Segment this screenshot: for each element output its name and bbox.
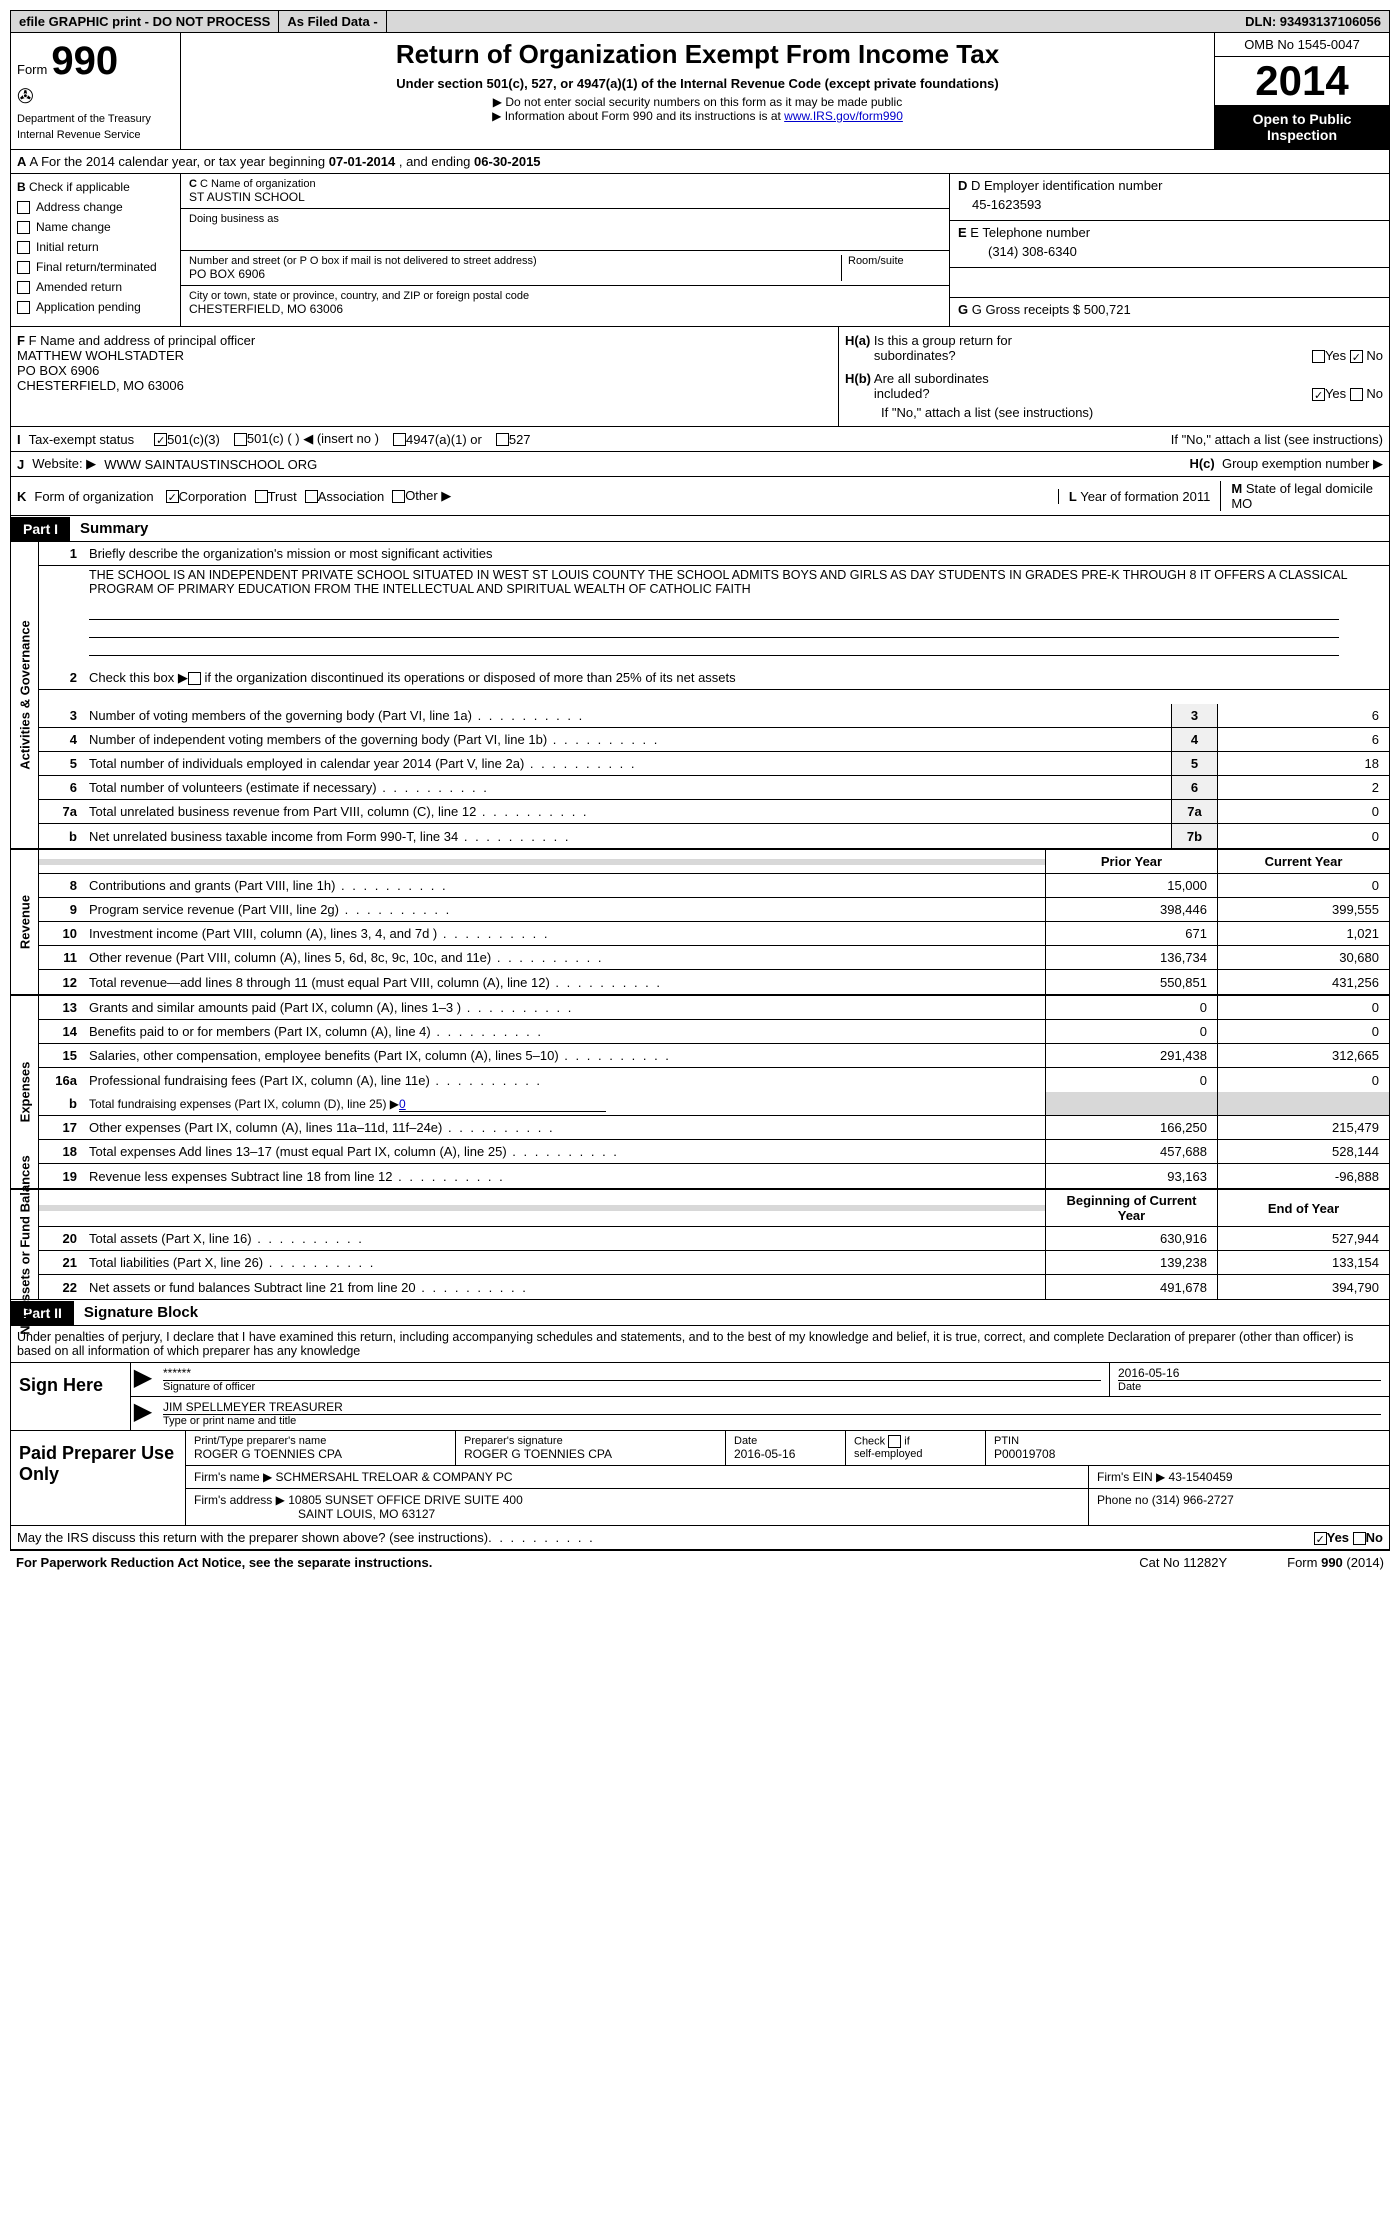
form-title: Return of Organization Exempt From Incom…: [191, 39, 1204, 70]
section-a: A A For the 2014 calendar year, or tax y…: [10, 150, 1390, 174]
as-filed: As Filed Data -: [279, 11, 386, 32]
cb-4947[interactable]: [393, 433, 406, 446]
checkbox-address-change[interactable]: [17, 201, 30, 214]
table-row: 16a Professional fundraising fees (Part …: [39, 1068, 1389, 1092]
ha-yes[interactable]: [1312, 350, 1325, 363]
table-row: 22 Net assets or fund balances Subtract …: [39, 1275, 1389, 1299]
org-address: PO BOX 6906: [189, 267, 841, 281]
table-row: 10 Investment income (Part VIII, column …: [39, 922, 1389, 946]
table-row: 8 Contributions and grants (Part VIII, l…: [39, 874, 1389, 898]
mission-text: THE SCHOOL IS AN INDEPENDENT PRIVATE SCH…: [39, 566, 1389, 602]
table-row: 21 Total liabilities (Part X, line 26) 1…: [39, 1251, 1389, 1275]
side-expenses: Expenses: [17, 1062, 32, 1123]
table-row: b Net unrelated business taxable income …: [39, 824, 1389, 848]
info-grid: B Check if applicable Address change Nam…: [10, 174, 1390, 327]
website: WWW SAINTAUSTINSCHOOL ORG: [104, 457, 317, 472]
irs-seal-icon: ✇: [17, 84, 174, 109]
table-row: 5 Total number of individuals employed i…: [39, 752, 1389, 776]
irs-link[interactable]: www.IRS.gov/form990: [784, 109, 903, 123]
table-row: 20 Total assets (Part X, line 16) 630,91…: [39, 1227, 1389, 1251]
table-row: 7a Total unrelated business revenue from…: [39, 800, 1389, 824]
table-row: 19 Revenue less expenses Subtract line 1…: [39, 1164, 1389, 1188]
table-row: 6 Total number of volunteers (estimate i…: [39, 776, 1389, 800]
form-subtitle: Under section 501(c), 527, or 4947(a)(1)…: [191, 76, 1204, 91]
checkbox-amended[interactable]: [17, 281, 30, 294]
table-row: 9 Program service revenue (Part VIII, li…: [39, 898, 1389, 922]
cb-501c3[interactable]: [154, 433, 167, 446]
firm-name: SCHMERSAHL TRELOAR & COMPANY PC: [276, 1470, 513, 1484]
cb-assoc[interactable]: [305, 490, 318, 503]
cb-corp[interactable]: [166, 490, 179, 503]
summary-section: Activities & Governance 1 Briefly descri…: [10, 542, 1390, 1300]
preparer-name: ROGER G TOENNIES CPA: [194, 1447, 447, 1461]
section-b: B Check if applicable Address change Nam…: [11, 174, 181, 326]
perjury-text: Under penalties of perjury, I declare th…: [10, 1326, 1390, 1363]
table-row: 3 Number of voting members of the govern…: [39, 704, 1389, 728]
omb-number: OMB No 1545-0047: [1215, 33, 1389, 57]
telephone: (314) 308-6340: [958, 240, 1381, 263]
info-note: ▶ Information about Form 990 and its ins…: [191, 109, 1204, 123]
form-header: Form 990 ✇ Department of the Treasury In…: [10, 33, 1390, 150]
cb-self-employed[interactable]: [888, 1435, 901, 1448]
cb-527[interactable]: [496, 433, 509, 446]
discuss-row: May the IRS discuss this return with the…: [10, 1526, 1390, 1550]
table-row: 11 Other revenue (Part VIII, column (A),…: [39, 946, 1389, 970]
form-label: Form: [17, 62, 47, 77]
side-revenue: Revenue: [17, 895, 32, 949]
org-name: ST AUSTIN SCHOOL: [189, 190, 305, 204]
checkbox-name-change[interactable]: [17, 221, 30, 234]
table-row: 15 Salaries, other compensation, employe…: [39, 1044, 1389, 1068]
table-row: 17 Other expenses (Part IX, column (A), …: [39, 1116, 1389, 1140]
table-row: 12 Total revenue—add lines 8 through 11 …: [39, 970, 1389, 994]
discuss-yes[interactable]: [1314, 1532, 1327, 1545]
hb-no[interactable]: [1350, 388, 1363, 401]
irs-label: Internal Revenue Service: [17, 129, 174, 141]
fh-block: F F Name and address of principal office…: [10, 327, 1390, 427]
hb-yes[interactable]: [1312, 388, 1325, 401]
cb-trust[interactable]: [255, 490, 268, 503]
side-net-assets: Net Assets or Fund Balances: [17, 1155, 32, 1334]
row-j: J Website: ▶ WWW SAINTAUSTINSCHOOL ORG H…: [10, 452, 1390, 477]
table-row: 14 Benefits paid to or for members (Part…: [39, 1020, 1389, 1044]
table-row: 4 Number of independent voting members o…: [39, 728, 1389, 752]
checkbox-final-return[interactable]: [17, 261, 30, 274]
dln: DLN: 93493137106056: [1237, 11, 1389, 32]
preparer-block: Paid Preparer Use Only Print/Type prepar…: [10, 1431, 1390, 1526]
officer-name: MATTHEW WOHLSTADTER: [17, 348, 832, 363]
section-d: D D Employer identification number 45-16…: [949, 174, 1389, 326]
arrow-icon: ▶: [131, 1363, 155, 1396]
side-governance: Activities & Governance: [17, 620, 32, 770]
top-bar: efile GRAPHIC print - DO NOT PROCESS As …: [10, 10, 1390, 33]
checkbox-pending[interactable]: [17, 301, 30, 314]
arrow-icon: ▶: [131, 1397, 155, 1430]
ptin: P00019708: [994, 1447, 1381, 1461]
table-row: 18 Total expenses Add lines 13–17 (must …: [39, 1140, 1389, 1164]
org-city: CHESTERFIELD, MO 63006: [189, 302, 941, 316]
officer-name-print: JIM SPELLMEYER TREASURER: [163, 1400, 1381, 1414]
table-row: 13 Grants and similar amounts paid (Part…: [39, 996, 1389, 1020]
checkbox-initial-return[interactable]: [17, 241, 30, 254]
efile-notice: efile GRAPHIC print - DO NOT PROCESS: [11, 11, 279, 32]
tax-year: 2014: [1215, 57, 1389, 105]
gross-receipts: 500,721: [1084, 302, 1131, 317]
cb-discontinued[interactable]: [188, 672, 201, 685]
public-inspection: Open to Public Inspection: [1215, 105, 1389, 149]
ein: 45-1623593: [958, 193, 1381, 216]
section-c: C C Name of organization ST AUSTIN SCHOO…: [181, 174, 949, 326]
form-number: 990: [51, 39, 118, 84]
part-i-header: Part I Summary: [10, 516, 1390, 542]
discuss-no[interactable]: [1353, 1532, 1366, 1545]
cb-501c[interactable]: [234, 433, 247, 446]
sign-block: Sign Here ▶ ****** Signature of officer …: [10, 1363, 1390, 1431]
dept-treasury: Department of the Treasury: [17, 113, 174, 125]
cb-other[interactable]: [392, 490, 405, 503]
ssn-note: ▶ Do not enter social security numbers o…: [191, 95, 1204, 109]
ha-no[interactable]: [1350, 350, 1363, 363]
row-i: I Tax-exempt status 501(c)(3) 501(c) ( )…: [10, 427, 1390, 452]
part-ii-header: Part II Signature Block: [10, 1300, 1390, 1326]
row-k: K Form of organization Corporation Trust…: [10, 477, 1390, 516]
